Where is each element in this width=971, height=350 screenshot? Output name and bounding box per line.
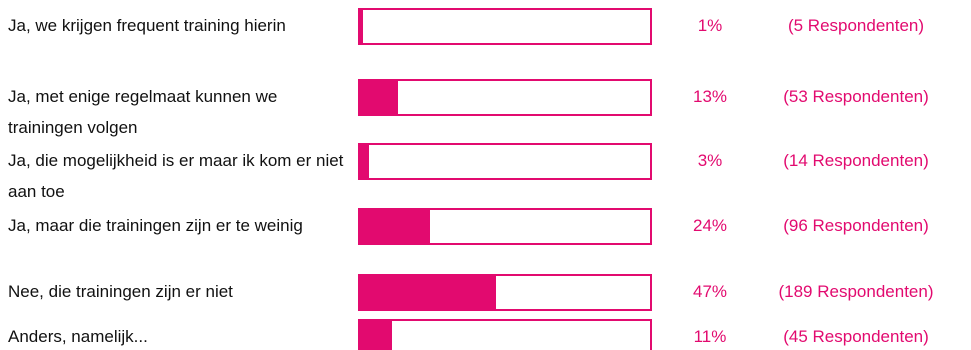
respondent-label: (14 Respondenten) bbox=[783, 151, 929, 170]
bar bbox=[360, 145, 369, 178]
value-label: 3% bbox=[697, 151, 723, 170]
category-label: Ja, met enige regelmaat kunnen we traini… bbox=[8, 87, 278, 137]
category-label: Anders, namelijk... bbox=[8, 327, 148, 346]
category-label: Ja, die mogelijkheid is er maar ik kom e… bbox=[8, 151, 344, 201]
bar bbox=[360, 210, 430, 243]
bar bbox=[360, 276, 497, 309]
bar bbox=[360, 81, 398, 114]
category-label: Nee, die trainingen zijn er niet bbox=[8, 282, 233, 301]
bar-track bbox=[358, 208, 652, 245]
respondent-label: (45 Respondenten) bbox=[783, 327, 929, 346]
value-label: 24% bbox=[692, 216, 728, 235]
value-label: 1% bbox=[697, 16, 723, 35]
value-label: 11% bbox=[693, 327, 727, 346]
respondent-label: (96 Respondenten) bbox=[783, 216, 929, 235]
category-label: Ja, maar die trainingen zijn er te weini… bbox=[8, 216, 303, 235]
respondent-label: (5 Respondenten) bbox=[787, 16, 925, 35]
respondent-label: (53 Respondenten) bbox=[783, 87, 929, 106]
bar-track bbox=[358, 319, 652, 350]
bar-track bbox=[358, 143, 652, 180]
bar-track bbox=[358, 79, 652, 116]
bar-track bbox=[358, 274, 652, 311]
bar bbox=[360, 10, 363, 43]
value-label: 47% bbox=[692, 282, 728, 301]
bar bbox=[360, 321, 392, 350]
value-label: 13% bbox=[692, 87, 728, 106]
category-label: Ja, we krijgen frequent training hierin bbox=[8, 16, 286, 35]
respondent-label: (189 Respondenten) bbox=[778, 282, 934, 301]
bar-track bbox=[358, 8, 652, 45]
